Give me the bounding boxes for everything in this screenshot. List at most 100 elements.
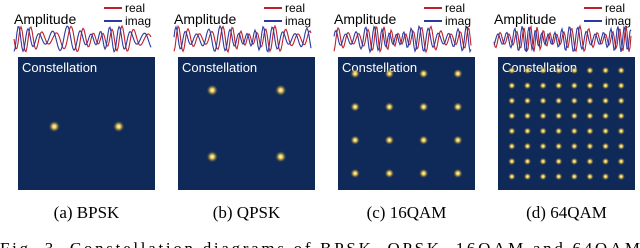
constellation-point [570, 111, 579, 120]
constellation-point [570, 142, 579, 151]
legend-label: real [125, 1, 145, 15]
legend-label: imag [125, 14, 151, 28]
constellation-point [617, 157, 626, 166]
constellation-point [585, 157, 594, 166]
constellation-point [523, 142, 532, 151]
constellation-point [48, 120, 61, 133]
constellation-point [570, 96, 579, 105]
constellation-point [601, 66, 610, 75]
constellation-label: Constellation [22, 60, 97, 75]
constellation-label: Constellation [182, 60, 257, 75]
waveform [13, 24, 152, 53]
constellation-point [585, 127, 594, 136]
constellation-point [507, 127, 516, 136]
constellation-point [585, 81, 594, 90]
constellation-point [350, 168, 361, 179]
constellation-point [539, 127, 548, 136]
waveform [173, 24, 312, 54]
constellation-box [498, 57, 635, 190]
constellation-point [601, 96, 610, 105]
constellation-point [539, 172, 548, 181]
constellation-point [418, 135, 429, 146]
constellation-point [617, 127, 626, 136]
legend-label: imag [445, 14, 471, 28]
constellation-point [452, 168, 463, 179]
amplitude-label: Amplitude [14, 11, 76, 27]
constellation-point [601, 111, 610, 120]
legend-label: real [285, 1, 305, 15]
constellation-point [554, 66, 563, 75]
constellation-point [523, 127, 532, 136]
constellation-point [601, 142, 610, 151]
constellation-point [523, 81, 532, 90]
constellation-point [206, 84, 219, 97]
constellation-point [507, 172, 516, 181]
constellation-point [570, 127, 579, 136]
constellation-point [384, 135, 395, 146]
constellation-point [274, 84, 287, 97]
constellation-point [507, 142, 516, 151]
constellation-point [206, 150, 219, 163]
constellation-point [539, 142, 548, 151]
constellation-point [585, 96, 594, 105]
constellation-point [554, 96, 563, 105]
constellation-point [570, 172, 579, 181]
amplitude-label: Amplitude [174, 11, 236, 27]
constellation-point [601, 172, 610, 181]
constellation-point [384, 168, 395, 179]
constellation-point [554, 81, 563, 90]
constellation-box [18, 57, 155, 190]
constellation-point [384, 68, 395, 79]
constellation-point [539, 81, 548, 90]
constellation-point [523, 172, 532, 181]
figure-caption: Fig. 3. Constellation diagrams of BPSK, … [0, 239, 640, 248]
panel-caption: (b) QPSK [213, 203, 281, 222]
constellation-box [338, 57, 475, 190]
waveform [173, 24, 312, 53]
constellation-point [601, 81, 610, 90]
constellation-point [601, 157, 610, 166]
constellation-point [418, 68, 429, 79]
legend-label: imag [605, 14, 631, 28]
waveform [493, 25, 632, 53]
constellation-point [523, 111, 532, 120]
constellation-point [507, 111, 516, 120]
constellation-point [418, 168, 429, 179]
waveform [333, 25, 472, 54]
constellation-point [112, 120, 125, 133]
constellation-point [507, 96, 516, 105]
constellation-point [523, 96, 532, 105]
amplitude-label: Amplitude [494, 11, 556, 27]
constellation-box [178, 57, 315, 190]
constellation-point [523, 66, 532, 75]
constellation-point [554, 142, 563, 151]
constellation-point [350, 135, 361, 146]
constellation-point [617, 66, 626, 75]
legend-label: imag [285, 14, 311, 28]
constellation-point [617, 142, 626, 151]
constellation-point [617, 96, 626, 105]
constellation-point [570, 157, 579, 166]
constellation-point [585, 66, 594, 75]
constellation-point [452, 135, 463, 146]
constellation-point [452, 68, 463, 79]
constellation-point [601, 127, 610, 136]
constellation-point [350, 101, 361, 112]
constellation-point [554, 172, 563, 181]
constellation-point [274, 150, 287, 163]
constellation-point [554, 157, 563, 166]
amplitude-label: Amplitude [334, 11, 396, 27]
panel-caption: (d) 64QAM [526, 203, 607, 222]
constellation-point [554, 111, 563, 120]
constellation-point [418, 101, 429, 112]
constellation-point [617, 81, 626, 90]
constellation-point [554, 127, 563, 136]
constellation-point [570, 66, 579, 75]
legend-label: real [445, 1, 465, 15]
constellation-point [384, 101, 395, 112]
panel-caption: (c) 16QAM [367, 203, 447, 222]
constellation-point [617, 172, 626, 181]
constellation-point [539, 111, 548, 120]
constellation-point [350, 68, 361, 79]
